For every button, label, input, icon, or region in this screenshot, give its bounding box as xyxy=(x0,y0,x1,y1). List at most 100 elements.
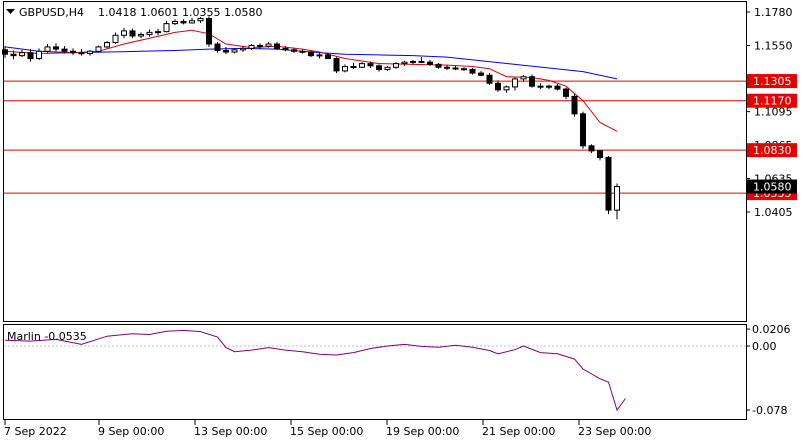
candle-body xyxy=(172,20,178,25)
candle-body xyxy=(163,23,170,33)
horizontal-levels xyxy=(4,80,746,194)
candle-body xyxy=(554,85,561,90)
candle-body xyxy=(112,34,119,44)
candle-body xyxy=(563,88,569,97)
candle-body xyxy=(180,20,187,24)
candle-body xyxy=(342,66,348,72)
oscillator-line xyxy=(4,329,626,412)
price-tick-label: 1.1095 xyxy=(754,106,793,119)
candle-body xyxy=(503,86,510,91)
candle-body xyxy=(529,76,535,87)
candle-body xyxy=(350,66,357,69)
time-axis: 7 Sep 2022 9 Sep 00:00 13 Sep 00:00 15 Sep … xyxy=(4,420,651,438)
candle-body xyxy=(223,50,229,53)
candle-body xyxy=(401,61,408,65)
candle-body xyxy=(444,66,450,69)
time-tick-label: 19 Sep 00:00 xyxy=(386,425,459,438)
candle-body xyxy=(78,52,85,55)
candle-body xyxy=(316,54,323,57)
candle-body xyxy=(231,49,238,53)
level-price-tag xyxy=(747,74,797,89)
ohlc-values: 1.0418 1.0601 1.0355 1.0580 xyxy=(98,6,262,19)
candle-body xyxy=(53,46,59,50)
candle-body xyxy=(537,85,544,88)
candle-body xyxy=(87,50,93,54)
candle-body xyxy=(597,150,603,158)
candle-body xyxy=(95,46,102,52)
candle-body xyxy=(274,43,280,49)
candle-body xyxy=(282,47,289,51)
candle-body xyxy=(605,156,612,211)
current-price-tag xyxy=(747,179,797,194)
time-tick-label: 21 Sep 00:00 xyxy=(482,425,555,438)
indicator-axis: 0.0206 0.00 -0.078 xyxy=(746,323,791,417)
time-tick-label: 23 Sep 00:00 xyxy=(578,425,651,438)
candle-body xyxy=(197,18,204,22)
candle-body xyxy=(410,60,416,63)
candle-body xyxy=(189,20,195,24)
candle-body xyxy=(393,63,399,68)
candle-body xyxy=(418,60,425,63)
candle-body xyxy=(308,51,314,57)
level-price-tag-label: 1.0830 xyxy=(753,144,792,157)
candle-body xyxy=(70,50,76,54)
candle-body xyxy=(155,31,161,34)
time-tick-label: 15 Sep 00:00 xyxy=(290,425,363,438)
level-price-tag xyxy=(747,143,797,158)
candle-body xyxy=(520,76,527,80)
candle-body xyxy=(461,68,467,71)
candle-body xyxy=(588,145,595,152)
indicator-tick-label: 0.00 xyxy=(752,340,777,353)
candle-body xyxy=(61,48,68,52)
candle-body xyxy=(129,30,136,37)
candle-body xyxy=(214,43,221,52)
price-panel-frame xyxy=(3,1,747,322)
moving-averages xyxy=(4,29,618,132)
candle-body xyxy=(452,67,459,70)
candle-body xyxy=(614,186,620,211)
indicator-tick-label: -0.078 xyxy=(752,404,787,417)
candle-body xyxy=(44,46,51,52)
candles xyxy=(2,16,620,220)
candle-body xyxy=(376,65,382,70)
level-price-tag-label: 1.1305 xyxy=(753,75,792,88)
candle-body xyxy=(291,49,297,52)
time-tick-label: 13 Sep 00:00 xyxy=(194,425,267,438)
candle-body xyxy=(571,95,578,115)
candle-body xyxy=(580,113,586,147)
level-price-tag xyxy=(747,93,797,108)
candle-body xyxy=(384,66,391,70)
candle-body xyxy=(299,50,306,53)
oscillator-plot xyxy=(4,329,746,412)
candle-body xyxy=(10,53,17,57)
candle-body xyxy=(359,63,365,68)
price-tick-label: 1.1550 xyxy=(754,39,793,52)
candle-body xyxy=(19,52,25,57)
candle-body xyxy=(546,85,552,88)
time-tick-label: 9 Sep 00:00 xyxy=(98,425,164,438)
candle-body xyxy=(427,61,433,65)
slow-ma-line xyxy=(4,46,618,80)
price-axis: 1.17801.15501.13251.10951.08651.06351.04… xyxy=(746,6,797,219)
candle-body xyxy=(486,74,493,84)
level-price-tag-label: 1.1170 xyxy=(753,95,792,108)
candle-body xyxy=(495,82,501,91)
candle-body xyxy=(478,72,484,76)
candle-body xyxy=(333,58,340,72)
candle-body xyxy=(206,18,212,45)
price-tick-label: 1.0405 xyxy=(754,206,793,219)
candle-body xyxy=(36,50,42,60)
indicator-label: Marlin -0.0535 xyxy=(7,330,87,343)
candle-body xyxy=(146,31,153,36)
candle-body xyxy=(435,63,442,68)
current-price-label: 1.0580 xyxy=(753,181,792,194)
fast-ma-line xyxy=(4,29,618,132)
candle-body xyxy=(512,78,518,88)
candle-body xyxy=(469,68,476,74)
candle-body xyxy=(138,34,144,37)
candle-body xyxy=(265,43,272,47)
indicator-tick-label: 0.0206 xyxy=(752,323,791,336)
dropdown-triangle-icon[interactable] xyxy=(6,9,15,14)
candle-body xyxy=(248,44,255,49)
